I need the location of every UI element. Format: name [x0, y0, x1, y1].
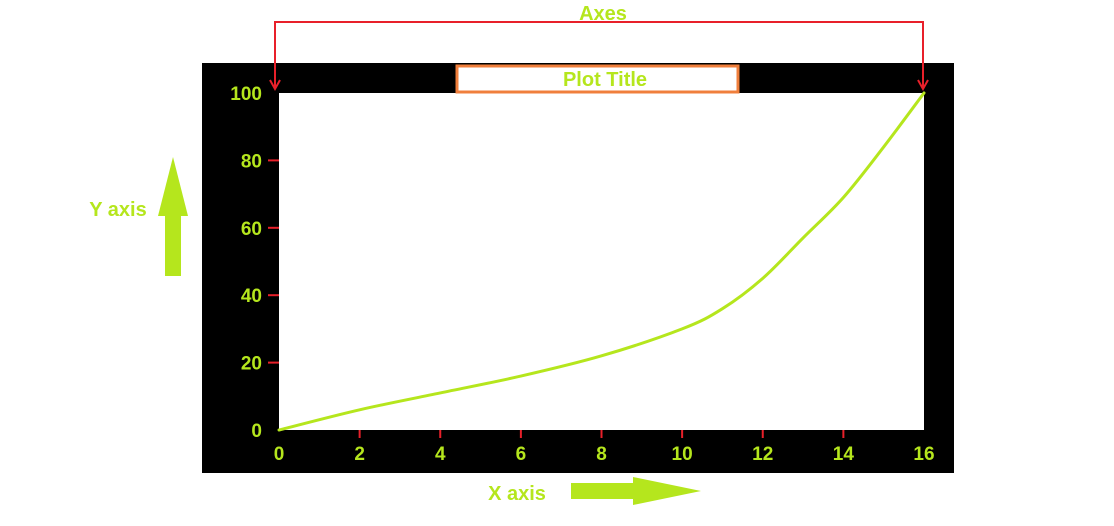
- y-axis-annotation-label: Y axis: [89, 199, 146, 221]
- x-tick-label: 10: [672, 444, 693, 465]
- plot-title: Plot Title: [563, 69, 647, 91]
- plot-title-box: [455, 64, 740, 94]
- x-tick-label: 0: [274, 444, 285, 465]
- plot-area: [279, 93, 924, 430]
- axes-label: Axes: [579, 3, 627, 25]
- y-axis-ticks: 0 20 40 60 80 100: [230, 84, 279, 442]
- x-tick-label: 4: [435, 444, 446, 465]
- x-tick-label: 12: [752, 444, 773, 465]
- y-tick-label: 60: [241, 219, 262, 240]
- y-axis-arrow-icon: [158, 157, 188, 276]
- x-axis-arrow-icon: [571, 477, 701, 505]
- x-tick-label: 8: [596, 444, 607, 465]
- y-tick-label: 40: [241, 286, 262, 307]
- x-axis-ticks: 0 2 4 6 8 10 12 14 16: [274, 430, 935, 465]
- data-curve: [277, 91, 926, 432]
- y-tick-label: 80: [241, 151, 262, 172]
- y-tick-label: 20: [241, 354, 262, 375]
- x-axis-annotation-label: X axis: [488, 483, 546, 505]
- y-tick-label: 0: [251, 421, 262, 442]
- x-tick-label: 2: [354, 444, 365, 465]
- axes-bracket: [269, 21, 929, 92]
- y-tick-label: 100: [230, 84, 262, 105]
- x-tick-label: 16: [913, 444, 934, 465]
- x-tick-label: 14: [833, 444, 855, 465]
- x-tick-label: 6: [516, 444, 527, 465]
